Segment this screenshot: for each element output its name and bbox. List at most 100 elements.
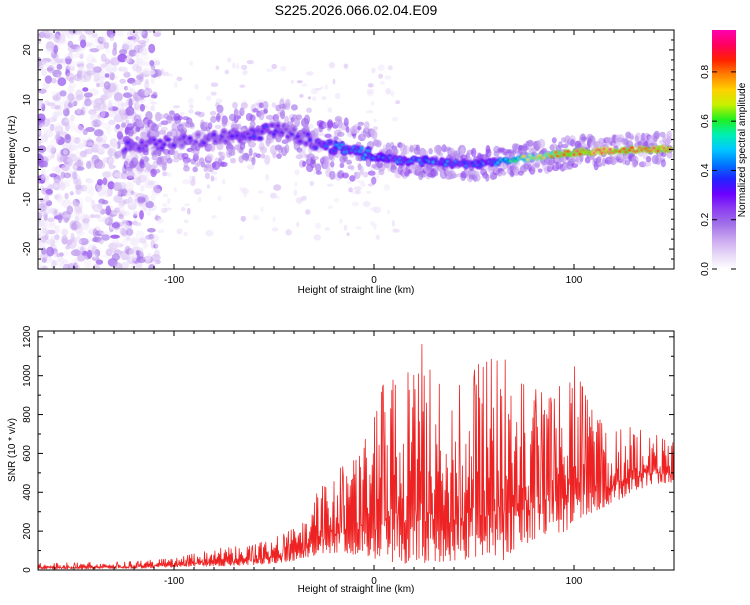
- noise-blob: [92, 253, 98, 258]
- noise-blob: [306, 71, 314, 76]
- noise-blob: [393, 228, 400, 233]
- halo-blob: [485, 173, 490, 182]
- noise-blob: [134, 51, 140, 58]
- noise-blob: [371, 67, 376, 74]
- noise-blob: [56, 63, 63, 70]
- noise-blob: [134, 221, 142, 227]
- noise-blob: [125, 192, 133, 197]
- noise-blob: [60, 182, 66, 191]
- noise-blob: [127, 58, 135, 65]
- noise-blob: [118, 66, 126, 72]
- ridge-core: [328, 140, 332, 144]
- noise-blob: [387, 65, 393, 71]
- noise-blob: [109, 34, 115, 42]
- noise-blob: [301, 195, 307, 201]
- ridge-core: [264, 125, 268, 128]
- ridge-core: [187, 136, 193, 140]
- noise-blob: [92, 264, 101, 269]
- halo-blob: [216, 142, 224, 151]
- noise-blob: [62, 263, 70, 269]
- ridge-core: [521, 155, 527, 158]
- noise-blob: [89, 48, 100, 53]
- noise-blob: [97, 190, 105, 196]
- noise-blob: [138, 202, 144, 207]
- halo-blob: [135, 126, 141, 133]
- halo-blob: [354, 171, 361, 180]
- spectrogram-ridge: [120, 121, 674, 170]
- noise-blob: [101, 234, 110, 241]
- halo-blob: [258, 102, 264, 109]
- colorbar-label: Normalized spectral amplitude: [737, 82, 748, 217]
- noise-blob: [91, 256, 100, 262]
- halo-blob: [162, 161, 168, 170]
- noise-blob: [395, 100, 401, 105]
- halo-blob: [349, 175, 356, 182]
- noise-blob: [160, 207, 168, 214]
- noise-blob: [44, 75, 53, 84]
- noise-blob: [75, 188, 82, 195]
- colorbar: 0.0 0.2 0.4 0.6 0.8 Normalized spectral ampl…: [700, 30, 748, 276]
- halo-blob: [324, 157, 330, 165]
- halo-blob: [357, 125, 362, 131]
- halo-blob: [212, 162, 217, 168]
- noise-blob: [76, 60, 85, 68]
- noise-blob: [61, 30, 69, 36]
- noise-blob: [93, 104, 101, 111]
- noise-blob: [75, 94, 84, 101]
- noise-blob: [67, 93, 75, 102]
- noise-blob: [103, 188, 110, 198]
- ridge-core: [464, 164, 468, 168]
- halo-blob: [127, 170, 135, 179]
- noise-blob: [115, 123, 121, 130]
- noise-blob: [61, 140, 72, 150]
- snr-x-axis-label: Height of straight line (km): [298, 584, 415, 595]
- noise-blob: [111, 253, 121, 261]
- halo-blob: [220, 155, 225, 161]
- noise-blob: [136, 177, 142, 186]
- halo-blob: [150, 123, 159, 132]
- halo-blob: [214, 124, 222, 129]
- ridge-core: [342, 150, 346, 154]
- noise-blob: [126, 256, 137, 265]
- halo-blob: [333, 136, 339, 141]
- noise-blob: [355, 226, 362, 230]
- noise-blob: [54, 234, 60, 241]
- noise-blob: [386, 209, 390, 215]
- halo-blob: [260, 153, 266, 159]
- noise-blob: [309, 123, 314, 129]
- noise-blob: [147, 228, 156, 233]
- noise-blob: [73, 73, 83, 82]
- halo-blob: [136, 119, 144, 128]
- noise-blob: [127, 39, 136, 48]
- noise-blob: [58, 34, 66, 43]
- noise-blob: [105, 125, 112, 135]
- halo-blob: [537, 138, 546, 149]
- ridge-core: [652, 146, 656, 150]
- noise-blob: [38, 153, 42, 158]
- noise-blob: [77, 253, 86, 262]
- noise-blob: [52, 178, 61, 188]
- noise-blob: [252, 215, 260, 220]
- noise-blob: [64, 54, 74, 59]
- noise-blob: [116, 131, 123, 140]
- noise-blob: [206, 95, 212, 102]
- noise-blob: [41, 68, 48, 77]
- noise-blob: [39, 174, 46, 184]
- noise-blob: [134, 57, 143, 66]
- halo-blob: [341, 172, 349, 179]
- ridge-core: [172, 143, 176, 147]
- halo-blob: [264, 154, 271, 165]
- ridge-core: [152, 138, 156, 142]
- noise-blob: [38, 31, 46, 38]
- noise-blob: [95, 161, 106, 169]
- noise-blob: [64, 118, 75, 123]
- noise-blob: [53, 93, 60, 102]
- halo-blob: [336, 131, 345, 137]
- noise-blob: [343, 63, 349, 69]
- noise-blob: [161, 71, 169, 77]
- halo-blob: [303, 114, 311, 125]
- noise-blob: [70, 249, 81, 257]
- noise-blob: [144, 180, 155, 189]
- noise-blob: [215, 65, 220, 70]
- halo-blob: [339, 162, 345, 169]
